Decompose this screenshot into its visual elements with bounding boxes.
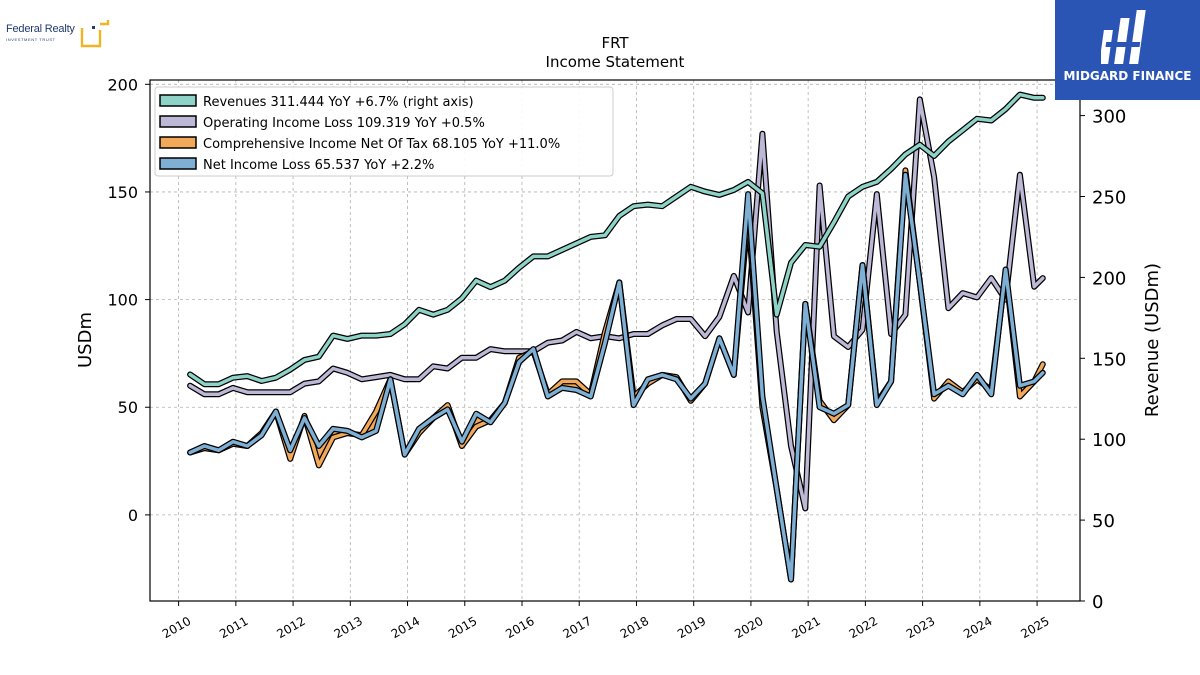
revenues-line — [188, 92, 1045, 386]
y-tick-label: 50 — [118, 398, 138, 417]
legend-swatch — [159, 136, 197, 149]
legend-box — [154, 86, 614, 177]
legend-swatch — [159, 94, 197, 107]
midgard-mark-icon — [1101, 10, 1146, 64]
y-right-tick-label: 0 — [1092, 592, 1103, 613]
y-right-tick-label: 250 — [1092, 187, 1126, 208]
chart-subtitle: Income Statement — [546, 53, 685, 71]
y-right-tick-label: 300 — [1092, 107, 1126, 128]
y-axis-label: USDm — [75, 312, 96, 368]
logo-left-subtext: INVESTMENT TRUST — [6, 37, 56, 42]
legend-swatch — [159, 157, 197, 170]
plot-area — [187, 91, 1046, 583]
legend-swatch — [159, 115, 197, 128]
legend-label: Revenues 311.444 YoY +6.7% (right axis) — [203, 95, 474, 110]
y-tick-label: 150 — [107, 183, 138, 202]
y-right-tick-label: 200 — [1092, 268, 1126, 289]
plot-frame — [149, 79, 1081, 602]
logo-left-text: Federal Realty — [6, 23, 75, 35]
legend: Revenues 311.444 YoY +6.7% (right axis) O… — [154, 86, 614, 177]
net-income-loss-line — [188, 172, 1045, 582]
y-axis-right-label: Revenue (USDm) — [1142, 263, 1163, 417]
midgard-finance-logo: MIDGARD FINANCE — [1055, 0, 1200, 100]
federal-realty-logo: Federal Realty INVESTMENT TRUST — [4, 16, 114, 56]
y-right-tick-label: 50 — [1092, 511, 1115, 532]
federal-realty-mark-icon — [80, 20, 110, 48]
y-right-tick-label: 100 — [1092, 430, 1126, 451]
chart-title: FRT — [601, 34, 629, 52]
y-tick-label: 100 — [107, 291, 138, 310]
y-tick-label: 0 — [128, 506, 138, 525]
y-right-tick-label: 150 — [1092, 349, 1126, 370]
legend-label: Operating Income Loss 109.319 YoY +0.5% — [203, 116, 485, 131]
legend-label: Net Income Loss 65.537 YoY +2.2% — [203, 158, 434, 173]
y-tick-label: 200 — [107, 75, 138, 94]
legend-label: Comprehensive Income Net Of Tax 68.105 Y… — [203, 137, 560, 152]
operating-income-loss-line — [188, 97, 1045, 511]
logo-right-text: MIDGARD FINANCE — [1063, 69, 1192, 83]
